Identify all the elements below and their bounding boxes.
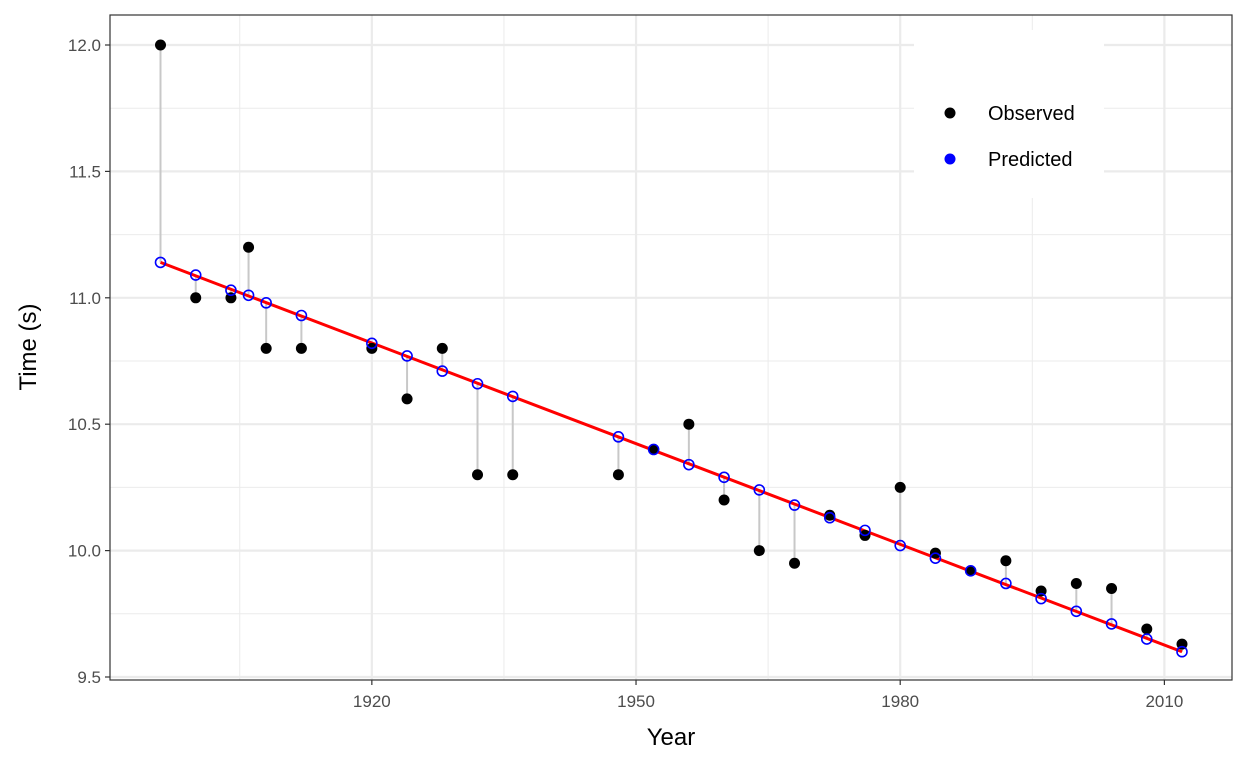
observed-points (155, 39, 1188, 650)
predicted-point (1176, 645, 1188, 658)
y-tick-label: 10.0 (68, 542, 101, 561)
observed-point (1141, 623, 1153, 635)
legend: Observed Predicted (914, 30, 1104, 198)
predicted-point (788, 499, 801, 511)
x-axis: 1920 1950 1980 2010 (353, 680, 1183, 711)
predicted-point (718, 471, 730, 484)
observed-point (436, 342, 448, 354)
observed-point (824, 509, 836, 521)
observed-point (1070, 577, 1082, 589)
predicted-point (753, 484, 766, 496)
y-axis-title: Time (s) (15, 303, 42, 390)
x-tick-label: 2010 (1145, 692, 1183, 711)
observed-point (683, 418, 695, 430)
legend-predicted-key (944, 153, 956, 165)
predicted-point (929, 552, 942, 564)
observed-point (295, 342, 307, 354)
predicted-point (225, 284, 237, 297)
y-tick-label: 11.0 (69, 289, 101, 308)
observed-point (507, 469, 519, 481)
predicted-point (154, 256, 167, 269)
observed-point (155, 39, 166, 51)
predicted-point (1070, 605, 1083, 618)
observed-point (718, 494, 730, 506)
predicted-points (154, 256, 1188, 658)
predicted-point (964, 565, 977, 577)
x-axis-title: Year (647, 724, 696, 751)
observed-point (190, 292, 202, 304)
observed-point (1106, 583, 1118, 595)
predicted-point (823, 511, 836, 524)
observed-point (894, 481, 906, 493)
predicted-point (647, 443, 660, 456)
predicted-point (242, 289, 255, 302)
legend-predicted-label: Predicted (988, 149, 1073, 171)
predicted-point (859, 524, 871, 537)
y-axis: 9.5 10.0 10.5 11.0 11.5 12.0 (68, 36, 110, 687)
observed-point (612, 469, 624, 481)
predicted-point (894, 539, 907, 552)
observed-point (472, 469, 484, 481)
fit-line-group (159, 261, 1183, 654)
observed-point (1000, 555, 1012, 567)
predicted-point (471, 377, 484, 390)
predicted-point (189, 269, 202, 281)
predicted-point (683, 458, 695, 471)
observed-point (260, 342, 272, 354)
y-tick-label: 9.5 (77, 668, 101, 687)
x-tick-label: 1980 (881, 692, 919, 711)
predicted-point (506, 390, 519, 403)
observed-point (789, 557, 801, 569)
predicted-point (260, 297, 272, 309)
y-tick-label: 10.5 (68, 415, 101, 434)
predicted-point (612, 431, 625, 443)
x-tick-label: 1920 (353, 692, 391, 711)
observed-point (753, 545, 765, 557)
observed-point (965, 565, 977, 577)
predicted-point (295, 309, 308, 322)
x-tick-label: 1950 (617, 692, 655, 711)
observed-point (401, 393, 413, 405)
y-tick-label: 11.5 (69, 162, 101, 181)
predicted-point (1105, 618, 1118, 630)
predicted-point (366, 337, 378, 350)
observed-point (243, 241, 255, 253)
legend-observed-key (944, 107, 956, 119)
y-tick-label: 12.0 (68, 36, 101, 55)
plot-border (109, 14, 1233, 681)
observed-point (648, 443, 660, 455)
predicted-point (1035, 592, 1047, 605)
predicted-point (1140, 633, 1153, 645)
predicted-point (1000, 577, 1012, 590)
fit-line (159, 261, 1183, 654)
predicted-point (401, 350, 413, 362)
predicted-point (436, 365, 449, 377)
legend-observed-label: Observed (988, 103, 1075, 125)
